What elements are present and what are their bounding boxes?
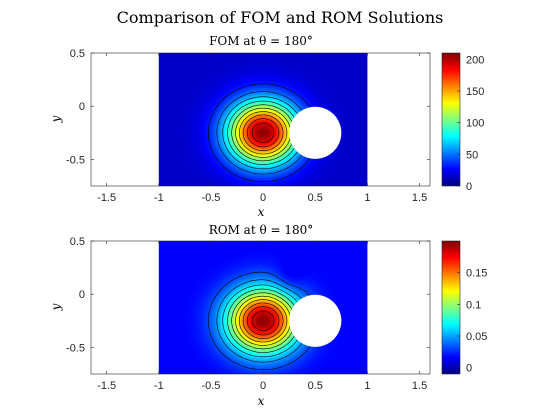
contour-line	[251, 122, 275, 143]
contour-line	[207, 271, 319, 370]
x-tick-label: -0.5	[201, 192, 220, 204]
x-tick-label: -1.5	[97, 380, 116, 392]
rom-panel: ROM at θ = 180° -1.5 -1 -0.5 0 0.5 1 1.5 0.50-…	[49, 223, 487, 408]
colorbar-tick-label: 150	[466, 86, 484, 98]
x-tick-label: 1.5	[412, 192, 427, 204]
rom-colorbar	[442, 241, 460, 374]
rom-y-ticks: 0.5 0 -0.5	[66, 236, 430, 354]
x-tick-label: 1	[364, 192, 370, 204]
x-tick-label: -1.5	[97, 192, 116, 204]
x-tick-label: 1	[364, 380, 370, 392]
fom-title: FOM at θ = 180°	[209, 34, 313, 48]
x-tick-label: 0	[260, 380, 266, 392]
rom-x-ticks: -1.5 -1 -0.5 0 0.5 1 1.5	[97, 241, 427, 392]
contour-line	[239, 111, 288, 155]
y-tick-label: 0.5	[70, 48, 85, 60]
rom-colorbar-ticks: 0.15 0.1 0.05 0	[457, 268, 487, 375]
x-tick-label: 0	[260, 192, 266, 204]
colorbar-tick-label: 200	[466, 54, 484, 66]
colorbar-tick-label: 0.15	[466, 268, 487, 280]
fom-obstacle	[289, 106, 342, 159]
rom-colorbar-box	[441, 240, 461, 375]
colorbar-tick-label: 0.05	[466, 331, 487, 343]
fom-colorbar-ticks: 200 150 100 50 0	[457, 54, 484, 193]
fom-axes-box	[90, 52, 431, 187]
fom-ylabel: y	[49, 115, 63, 123]
y-tick-label: 0	[79, 101, 85, 113]
contour-line	[222, 96, 304, 170]
contour-line	[246, 118, 280, 148]
colorbar-tick-label: 0	[466, 181, 472, 193]
rom-contours	[207, 271, 319, 370]
x-tick-label: 1.5	[412, 380, 427, 392]
fom-colorbar-box	[441, 52, 461, 187]
contour-line	[235, 295, 292, 346]
fom-xlabel: x	[258, 205, 265, 219]
x-tick-label: -1	[154, 380, 164, 392]
x-tick-label: 0.5	[308, 192, 323, 204]
rom-axes-box	[90, 240, 431, 375]
y-tick-label: 0	[79, 289, 85, 301]
contour-line	[222, 284, 304, 358]
contour-line	[227, 100, 299, 165]
rom-xlabel: x	[258, 394, 265, 408]
contour-line	[251, 310, 275, 331]
colorbar-tick-label: 100	[466, 118, 484, 130]
contour-line	[231, 104, 295, 162]
y-tick-label: 0.5	[70, 236, 85, 248]
figure-title: Comparison of FOM and ROM Solutions	[117, 8, 444, 27]
fom-colorbar	[442, 53, 460, 186]
contour-line	[239, 299, 288, 343]
x-tick-label: 0.5	[308, 380, 323, 392]
colorbar-tick-label: 0	[466, 363, 472, 375]
fom-panel: FOM at θ = 180° -1.5 -1 -0.5 0 0.5 1 1.5 0.50-…	[49, 34, 484, 219]
contour-line	[207, 83, 319, 182]
contour-line	[242, 114, 284, 151]
x-tick-label: -1	[154, 192, 164, 204]
contour-line	[216, 279, 310, 363]
colorbar-tick-label: 50	[466, 149, 478, 161]
contour-line	[227, 288, 299, 353]
fom-y-ticks: 0.5 0 -0.5	[66, 48, 430, 166]
rom-obstacle	[289, 294, 342, 347]
rom-ylabel: y	[49, 303, 63, 311]
contour-line	[242, 302, 284, 339]
fom-x-ticks: -1.5 -1 -0.5 0 0.5 1 1.5	[97, 53, 427, 204]
colorbar-tick-label: 0.1	[466, 299, 481, 311]
x-tick-label: -0.5	[201, 380, 220, 392]
contour-line	[246, 306, 280, 336]
contour-line	[216, 91, 310, 175]
fom-contours	[207, 83, 319, 182]
y-tick-label: -0.5	[66, 342, 85, 354]
rom-title: ROM at θ = 180°	[209, 223, 314, 237]
y-tick-label: -0.5	[66, 154, 85, 166]
contour-line	[235, 107, 292, 158]
contour-line	[231, 292, 295, 350]
